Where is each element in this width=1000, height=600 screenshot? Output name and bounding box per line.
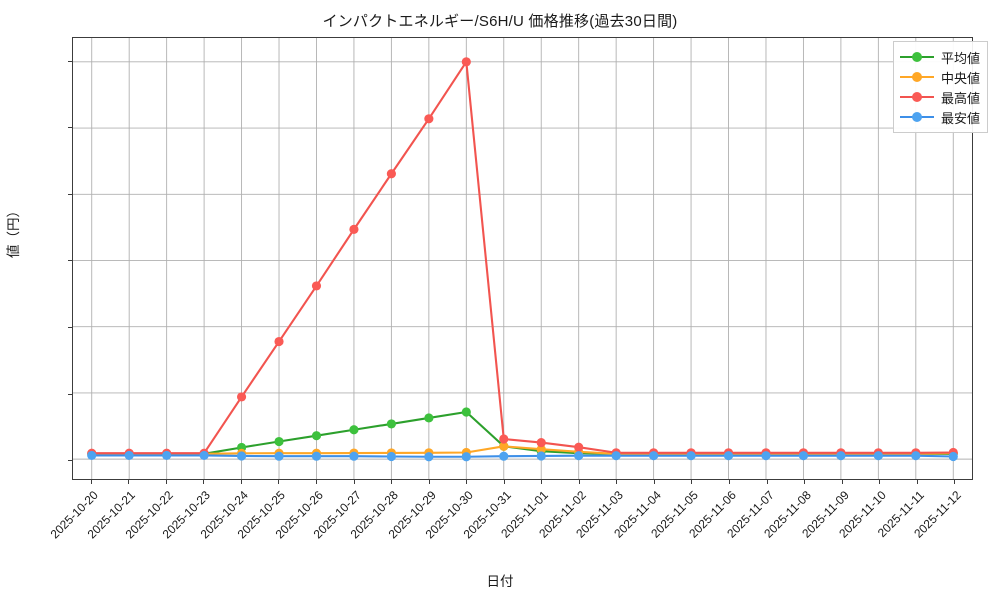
data-point — [311, 431, 322, 441]
data-point — [236, 451, 247, 461]
chart-title: インパクトエネルギー/S6H/U 価格推移(過去30日間) — [322, 13, 678, 30]
x-tick-mark — [316, 480, 318, 484]
data-point — [649, 451, 659, 461]
legend-swatch-icon — [899, 70, 934, 84]
legend-item-1[interactable]: 中央値 — [899, 67, 980, 87]
data-series-layer — [87, 57, 958, 462]
data-point — [199, 450, 209, 461]
data-point — [274, 336, 284, 347]
series-line-3 — [90, 454, 955, 458]
data-point — [386, 419, 396, 429]
data-point — [499, 434, 509, 444]
legend-item-2[interactable]: 最高値 — [899, 87, 980, 107]
data-point — [798, 451, 809, 461]
legend-swatch-icon — [899, 90, 934, 104]
x-tick-mark — [691, 480, 693, 484]
x-tick-mark — [278, 480, 280, 484]
y-tick-mark — [68, 327, 72, 328]
legend-label: 最安値 — [940, 110, 980, 126]
x-tick-mark — [165, 480, 167, 484]
data-point — [461, 452, 471, 462]
data-point — [499, 441, 509, 451]
x-tick-mark — [954, 480, 956, 484]
data-point — [349, 425, 359, 435]
data-point — [499, 451, 509, 461]
x-tick-mark — [428, 480, 430, 484]
x-tick-mark — [353, 480, 355, 484]
data-point — [349, 451, 359, 461]
data-point — [574, 451, 584, 461]
y-tick-mark — [68, 393, 72, 395]
data-point — [574, 442, 584, 452]
legend-item-3[interactable]: 最安値 — [899, 107, 980, 127]
x-tick-mark — [391, 480, 393, 484]
y-tick-mark — [68, 460, 72, 462]
data-point — [311, 451, 322, 461]
chart-legend[interactable]: 平均値中央値最高値最安値 — [892, 41, 988, 133]
y-tick-mark — [68, 60, 72, 62]
data-point — [274, 436, 284, 447]
data-point — [536, 451, 546, 461]
y-tick-mark — [68, 260, 72, 262]
x-tick-mark — [240, 480, 242, 484]
data-point — [461, 57, 471, 67]
data-point — [536, 438, 546, 448]
data-point — [424, 452, 434, 462]
data-point — [723, 451, 734, 461]
y-axis-label: 値（円） — [6, 204, 21, 258]
data-point — [87, 450, 97, 461]
data-point — [311, 281, 322, 291]
x-tick-mark — [879, 480, 881, 484]
x-tick-mark — [841, 480, 843, 484]
x-tick-mark — [541, 480, 543, 484]
legend-label: 最高値 — [940, 90, 980, 106]
data-point — [386, 451, 396, 462]
x-tick-mark — [578, 480, 580, 484]
legend-swatch-icon — [899, 110, 934, 124]
legend-label: 平均値 — [940, 50, 980, 66]
x-tick-mark — [766, 480, 768, 484]
data-point — [836, 451, 846, 461]
data-point — [536, 444, 546, 454]
x-tick-mark — [728, 480, 730, 484]
grid-lines — [73, 38, 972, 479]
x-tick-mark — [616, 480, 618, 484]
x-axis-label: 日付 — [486, 574, 514, 589]
data-point — [386, 169, 396, 179]
data-point — [424, 413, 434, 423]
data-point — [911, 451, 921, 461]
y-tick-mark — [68, 193, 72, 195]
legend-item-0[interactable]: 平均値 — [899, 47, 980, 67]
legend-swatch-icon — [899, 50, 934, 64]
x-tick-mark — [916, 480, 918, 484]
data-point — [611, 451, 621, 461]
x-tick-mark — [503, 480, 505, 484]
x-tick-mark — [653, 480, 655, 484]
data-point — [124, 450, 134, 461]
y-tick-mark — [68, 127, 72, 129]
data-point — [761, 451, 771, 461]
data-point — [948, 451, 958, 462]
series-line-1 — [90, 445, 955, 455]
plot-area — [72, 37, 973, 480]
x-tick-mark — [203, 480, 205, 484]
series-line-2 — [90, 60, 955, 455]
data-point — [424, 114, 434, 124]
data-point — [461, 407, 471, 417]
data-point — [686, 451, 696, 461]
data-point — [274, 451, 284, 461]
x-tick-mark — [90, 480, 92, 484]
legend-label: 中央値 — [940, 70, 980, 86]
x-tick-mark — [128, 480, 130, 484]
x-tick-mark — [466, 480, 468, 484]
data-point — [349, 224, 359, 234]
data-point — [162, 450, 172, 461]
x-tick-mark — [804, 480, 806, 484]
data-point — [236, 392, 247, 402]
data-point — [873, 451, 883, 461]
